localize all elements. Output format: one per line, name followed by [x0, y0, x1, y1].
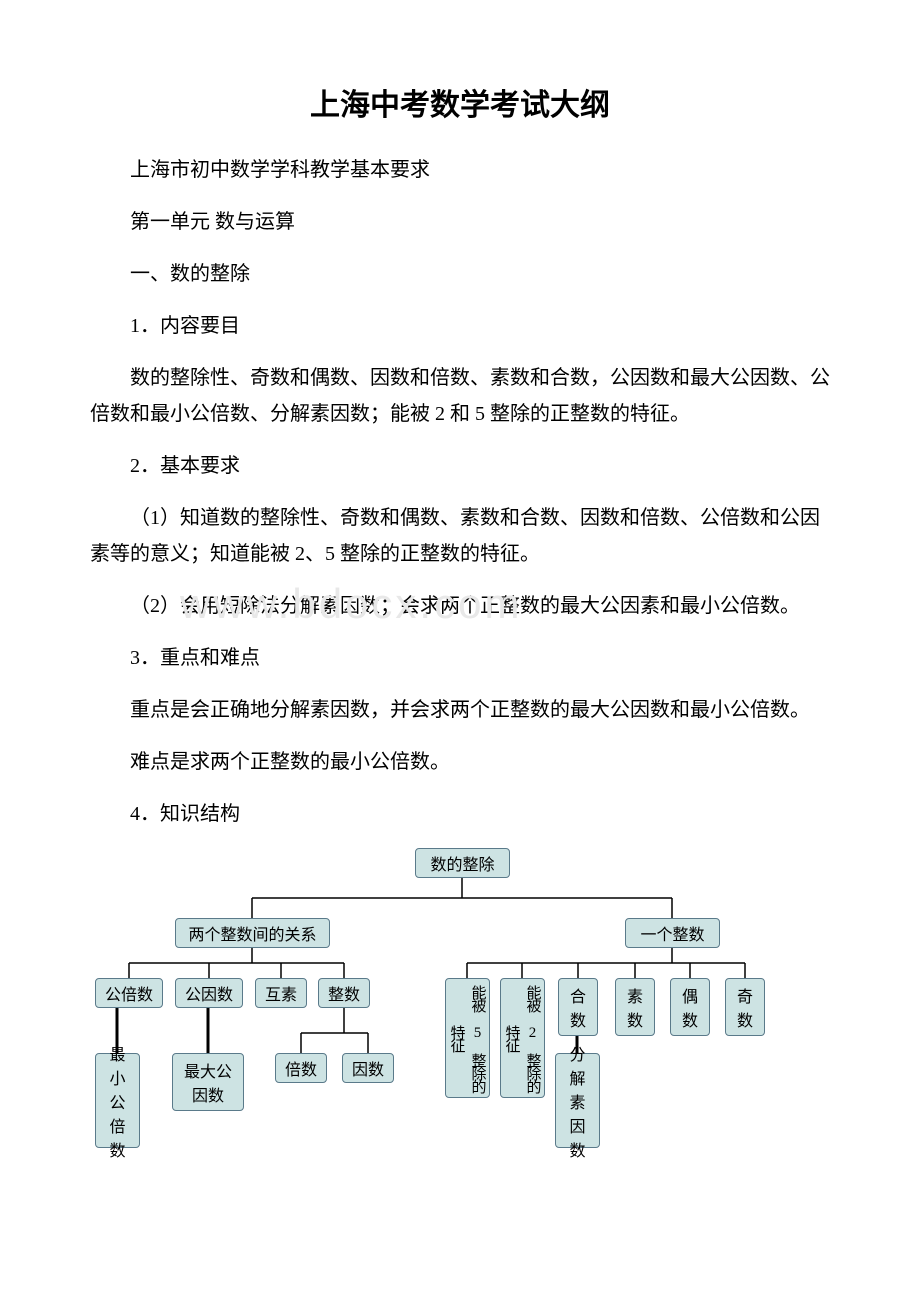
- node-relation: 两个整数间的关系: [175, 918, 330, 948]
- node-common-factor: 公因数: [175, 978, 243, 1008]
- node-odd: 奇数: [725, 978, 765, 1036]
- node-composite: 合数: [558, 978, 598, 1036]
- node-even: 偶数: [670, 978, 710, 1036]
- difficulty: 难点是求两个正整数的最小公倍数。: [90, 744, 830, 780]
- heading-4: 4．知识结构: [90, 796, 830, 832]
- heading-2: 2．基本要求: [90, 448, 830, 484]
- node-prime-factorization: 分解素因数: [555, 1053, 600, 1148]
- node-div2: 能被 2 整除的特征: [500, 978, 545, 1098]
- node-coprime: 互素: [255, 978, 307, 1008]
- subtitle: 上海市初中数学学科教学基本要求: [90, 152, 830, 188]
- heading-3: 3．重点和难点: [90, 640, 830, 676]
- unit-heading: 第一单元 数与运算: [90, 204, 830, 240]
- requirement-1: （1）知道数的整除性、奇数和偶数、素数和合数、因数和倍数、公倍数和公因素等的意义…: [90, 500, 830, 572]
- node-one-integer: 一个整数: [625, 918, 720, 948]
- node-lcm: 最小公倍数: [95, 1053, 140, 1148]
- knowledge-structure-diagram: 数的整除 两个整数间的关系 一个整数 公倍数 公因数 互素 整数 能被 5 整除…: [90, 848, 830, 1158]
- doc-title: 上海中考数学考试大纲: [90, 80, 830, 124]
- node-integer: 整数: [318, 978, 370, 1008]
- node-common-multiple: 公倍数: [95, 978, 163, 1008]
- node-multiple: 倍数: [275, 1053, 327, 1083]
- keypoint: 重点是会正确地分解素因数，并会求两个正整数的最大公因数和最小公倍数。: [90, 692, 830, 728]
- section-heading: 一、数的整除: [90, 256, 830, 292]
- node-root: 数的整除: [415, 848, 510, 878]
- node-gcd: 最大公因数: [172, 1053, 244, 1111]
- node-prime: 素数: [615, 978, 655, 1036]
- node-factor: 因数: [342, 1053, 394, 1083]
- requirement-2: （2）会用短除法分解素因数；会求两个正整数的最大公因素和最小公倍数。: [90, 588, 830, 624]
- heading-1: 1．内容要目: [90, 308, 830, 344]
- node-div5: 能被 5 整除的特征: [445, 978, 490, 1098]
- content-1: 数的整除性、奇数和偶数、因数和倍数、素数和合数，公因数和最大公因数、公倍数和最小…: [90, 360, 830, 432]
